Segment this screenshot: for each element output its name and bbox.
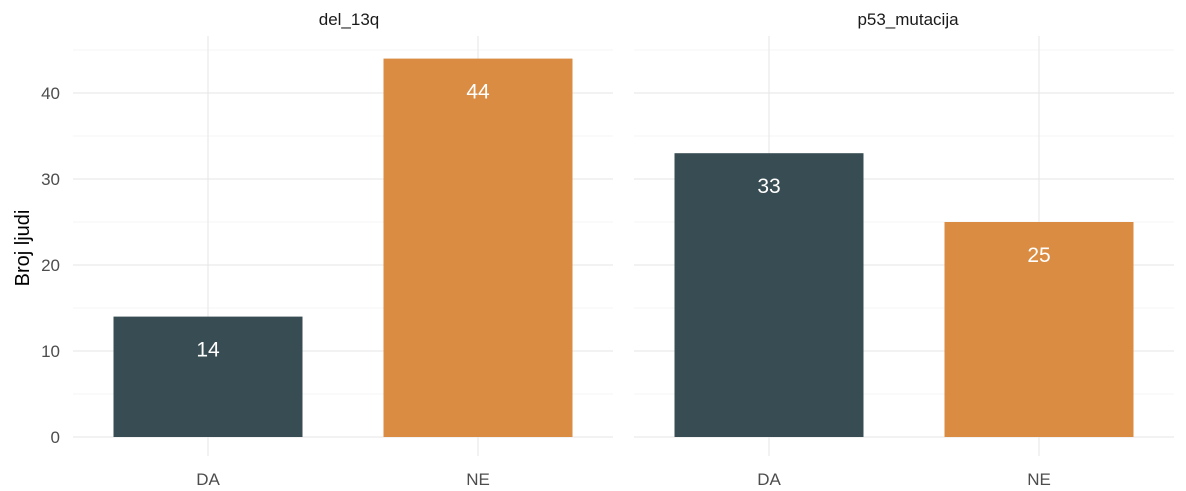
bar-ne [944,222,1134,437]
bar-da [674,153,864,437]
bar-da [113,316,303,437]
bar-value-label: 25 [1027,244,1050,267]
y-tick-label: 20 [41,256,60,275]
x-tick-label: DA [196,470,220,489]
x-tick-label: NE [466,470,490,489]
text-layer: 0 10 20 30 40 del_13q 14 DA 44 NE p53_mutacija 33 DA… [41,10,1051,489]
x-tick-label: DA [757,470,781,489]
bar-value-label: 44 [466,81,490,104]
y-tick-label: 30 [41,170,60,189]
bar-layer [113,58,1134,437]
panel-title: p53_mutacija [857,10,959,29]
y-tick-label: 0 [51,428,60,447]
bar-value-label: 33 [757,175,780,198]
y-axis-title: Broj ljudi [12,210,34,287]
panel-title: del_13q [319,10,380,29]
bar-ne [383,58,573,437]
y-tick-label: 40 [41,84,60,103]
y-tick-label: 10 [41,342,60,361]
x-tick-label: NE [1027,470,1051,489]
bar-value-label: 14 [196,339,220,362]
